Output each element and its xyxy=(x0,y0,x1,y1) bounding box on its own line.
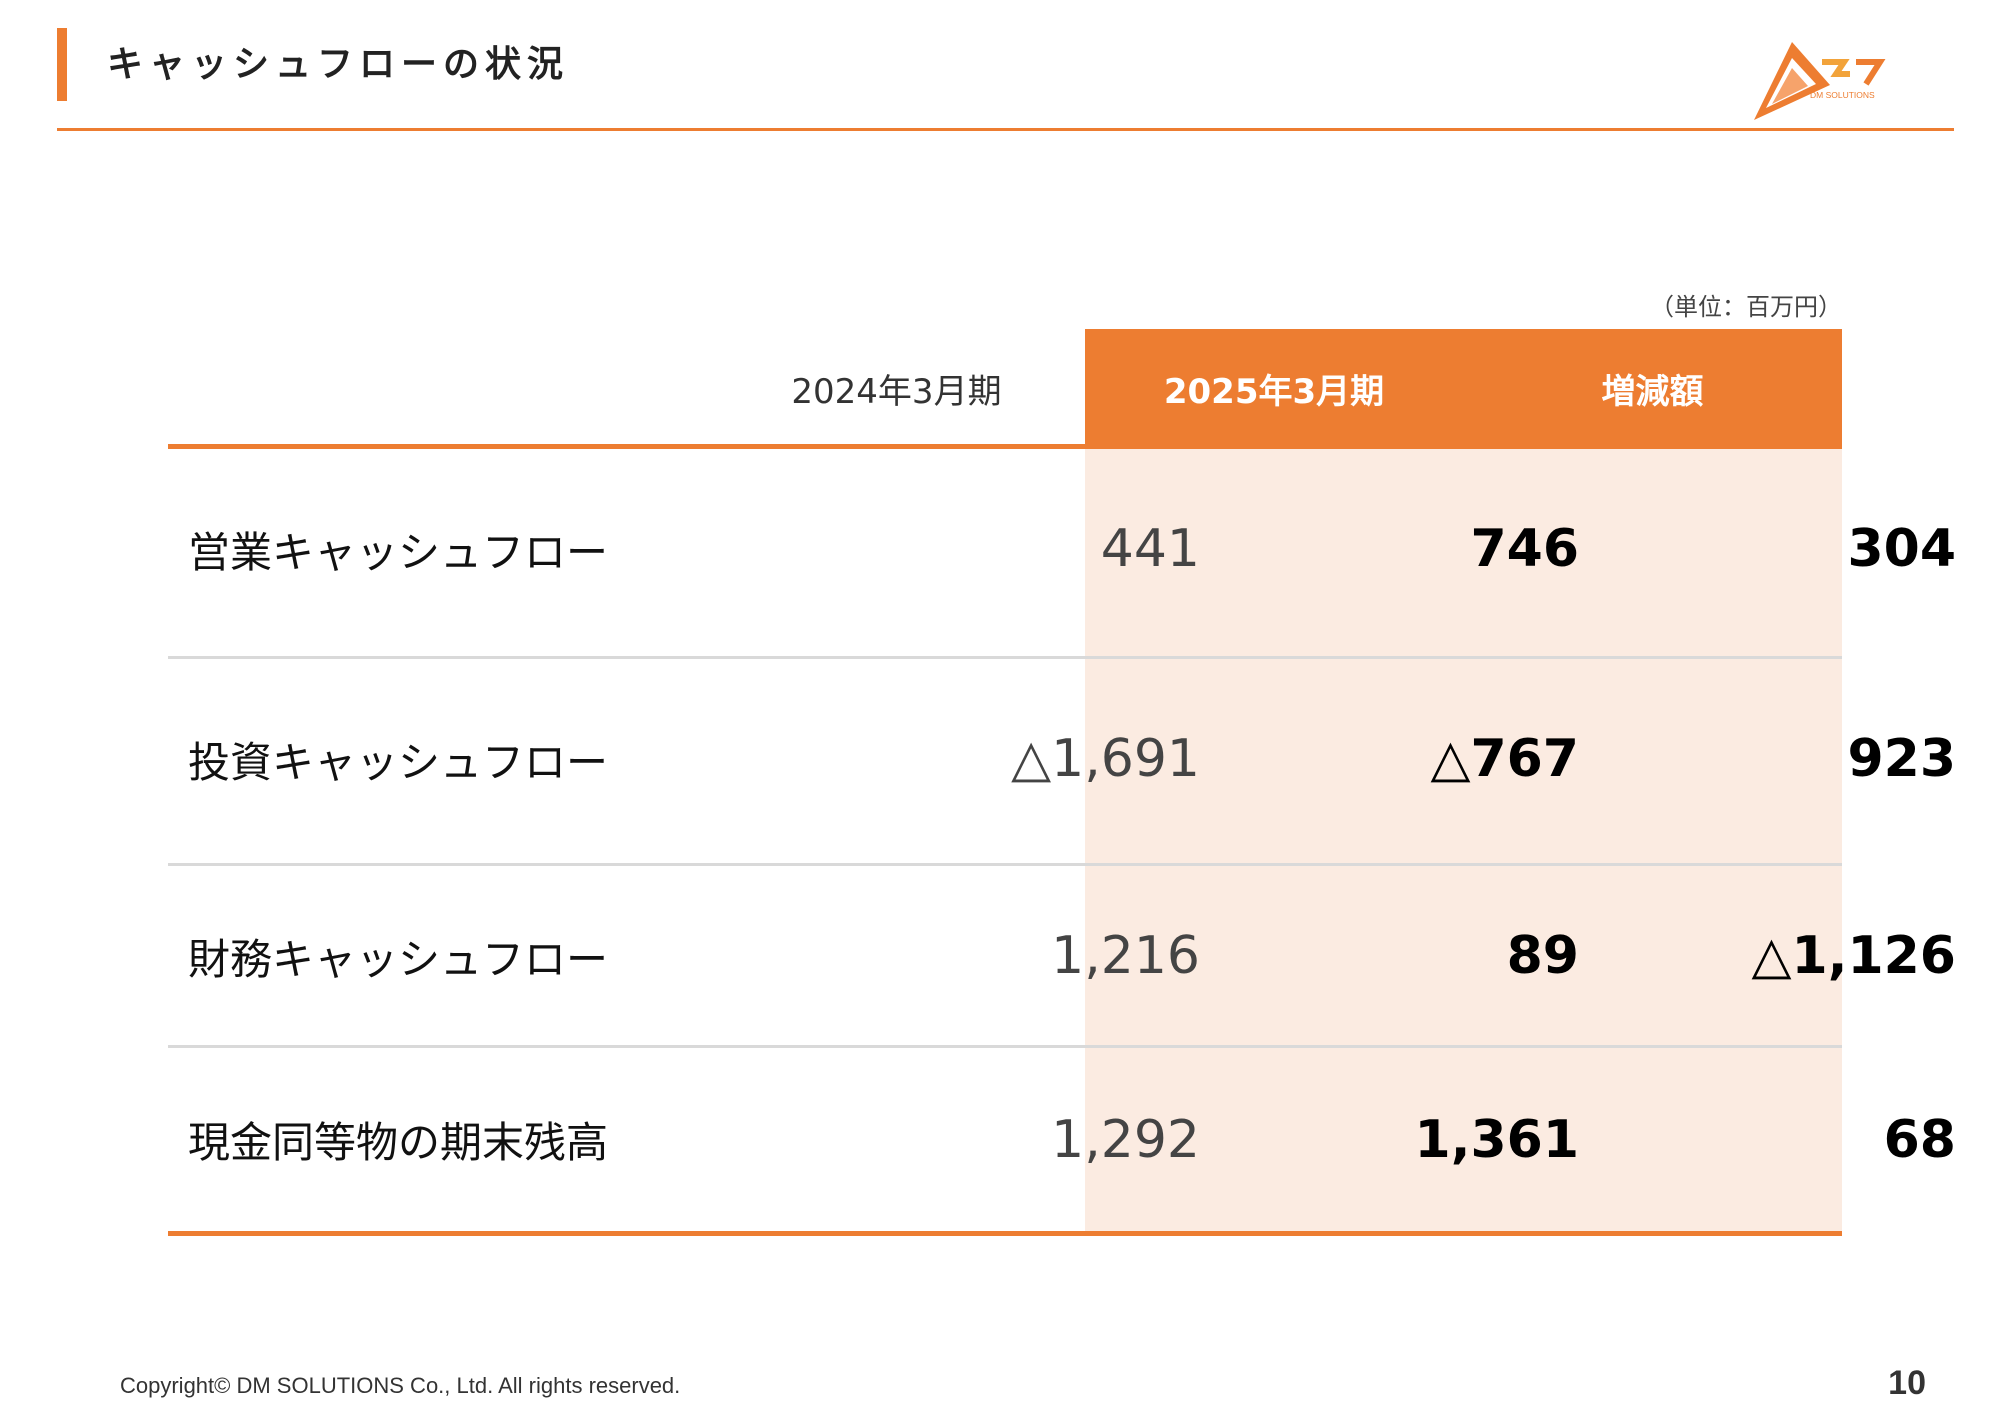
row-label: 現金同等物の期末残高 xyxy=(188,1118,609,1167)
table-header-row: 2024年3月期 2025年3月期 増減額 xyxy=(168,329,1842,448)
table-bottom-line xyxy=(168,1231,1842,1236)
row-label: 財務キャッシュフロー xyxy=(188,934,609,984)
unit-note: （単位：百万円） xyxy=(1650,293,1842,321)
value-change: 304 xyxy=(1847,519,1956,579)
value-change: 923 xyxy=(1847,729,1956,789)
cashflow-table: 2024年3月期 2025年3月期 増減額 営業キャッシュフロー 441 746… xyxy=(168,329,1956,1236)
header-underline xyxy=(168,444,1842,449)
value-current-year: 1,361 xyxy=(1414,1109,1579,1170)
value-change: △1,126 xyxy=(1751,926,1956,986)
table-row: 財務キャッシュフロー 1,216 89 △1,126 xyxy=(168,866,1956,1046)
header-divider xyxy=(57,128,1954,131)
logo-text: DM SOLUTIONS xyxy=(1810,90,1875,100)
value-prev-year: 441 xyxy=(1100,519,1200,579)
value-current-year: 89 xyxy=(1506,926,1579,986)
column-header-current-year: 2025年3月期 xyxy=(1163,372,1385,412)
table-row: 投資キャッシュフロー △1,691 △767 923 xyxy=(168,659,1956,859)
page-title: キャッシュフローの状況 xyxy=(107,44,570,85)
value-prev-year: 1,216 xyxy=(1051,926,1200,986)
row-label: 営業キャッシュフロー xyxy=(188,527,609,577)
row-label: 投資キャッシュフロー xyxy=(188,737,609,787)
value-prev-year: △1,691 xyxy=(1011,729,1200,789)
value-change: 68 xyxy=(1883,1109,1956,1170)
dm-solutions-logo-icon: DM SOLUTIONS xyxy=(1754,42,1886,120)
header-highlight-bg xyxy=(1085,329,1842,448)
company-logo: DM SOLUTIONS xyxy=(1752,40,1902,122)
column-header-change: 増減額 xyxy=(1601,372,1704,412)
column-header-prev-year: 2024年3月期 xyxy=(791,372,1002,412)
value-prev-year: 1,292 xyxy=(1051,1109,1200,1170)
copyright-text: Copyright© DM SOLUTIONS Co., Ltd. All ri… xyxy=(120,1373,681,1398)
table-row: 営業キャッシュフロー 441 746 304 xyxy=(168,449,1956,649)
value-current-year: △767 xyxy=(1430,729,1579,789)
row-divider xyxy=(168,656,1842,659)
row-divider xyxy=(168,863,1842,866)
row-divider xyxy=(168,1045,1842,1048)
page-number: 10 xyxy=(1888,1364,1926,1402)
table-row: 現金同等物の期末残高 1,292 1,361 68 xyxy=(168,1048,1956,1231)
title-accent-bar xyxy=(57,28,67,101)
value-current-year: 746 xyxy=(1470,519,1579,579)
highlight-column-bg xyxy=(1085,329,1842,1236)
